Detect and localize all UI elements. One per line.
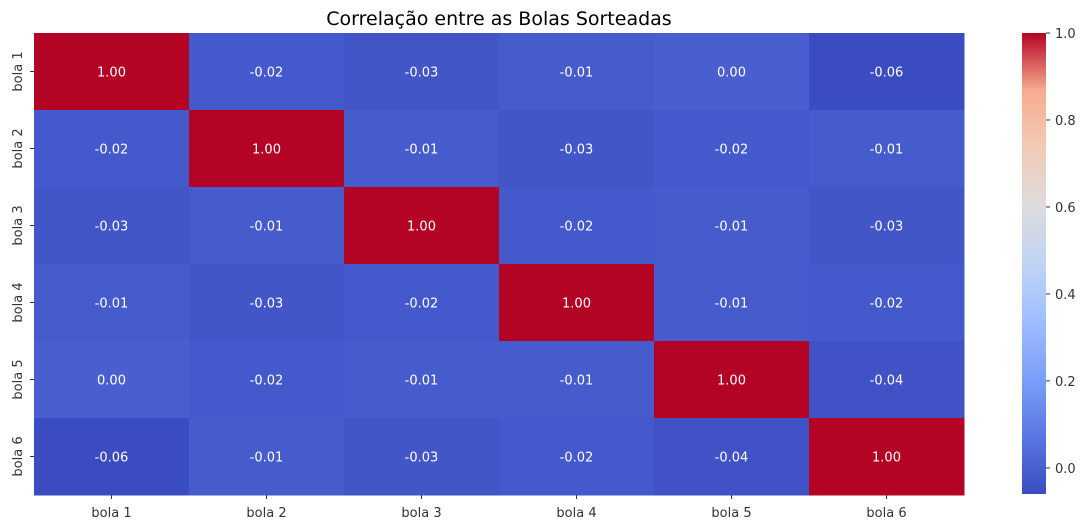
cell-label: -0.03 [560, 143, 594, 158]
x-tick-label: bola 3 [401, 506, 441, 521]
y-axis: bola 1 bola 2 bola 3 bola 4 bola 5 bola 6 [11, 51, 34, 477]
heatmap-cell [809, 264, 965, 342]
cell-label: -0.01 [560, 374, 594, 389]
heatmap-cell [809, 33, 965, 111]
heatmap-cell [654, 110, 810, 188]
cell-label: -0.02 [715, 143, 749, 158]
cell-label: -0.02 [870, 297, 904, 312]
heatmap-cell [809, 341, 965, 419]
heatmap-cell [34, 341, 190, 419]
cell-label: -0.03 [870, 220, 904, 235]
cell-label: -0.01 [715, 220, 749, 235]
cell-label: -0.02 [95, 143, 129, 158]
heatmap-cell [344, 264, 500, 342]
heatmap-cell [189, 418, 345, 496]
heatmap-cell [189, 264, 345, 342]
heatmap-cell [189, 341, 345, 419]
cell-label: -0.01 [95, 297, 129, 312]
cell-label: -0.01 [405, 374, 439, 389]
colorbar-gradient [1022, 33, 1046, 494]
heatmap-cell [499, 264, 655, 342]
colorbar-tick-label: 0.2 [1055, 375, 1076, 390]
heatmap-cell [189, 187, 345, 265]
cell-label: -0.02 [405, 297, 439, 312]
cell-label: 1.00 [252, 143, 281, 158]
cell-label: -0.04 [870, 374, 904, 389]
cell-label: 0.00 [97, 374, 126, 389]
y-tick-label: bola 6 [11, 436, 26, 476]
cell-label: -0.02 [250, 66, 284, 81]
heatmap-cell [344, 33, 500, 111]
cell-label: -0.06 [870, 66, 904, 81]
cell-label: 1.00 [872, 451, 901, 466]
heatmap-cell [499, 33, 655, 111]
heatmap-cell [34, 418, 190, 496]
cell-label: -0.01 [250, 451, 284, 466]
x-tick-label: bola 2 [246, 506, 286, 521]
heatmap-cell [809, 187, 965, 265]
heatmap-cell [654, 187, 810, 265]
y-tick-label: bola 1 [11, 51, 26, 91]
heatmap-cells: 1.00 -0.02 -0.03 -0.01 0.00 -0.06 -0.02 1.00 -0.… [34, 33, 965, 496]
cell-label: -0.01 [405, 143, 439, 158]
heatmap-cell [499, 187, 655, 265]
cell-label: 1.00 [717, 374, 746, 389]
cell-label: -0.01 [560, 66, 594, 81]
colorbar-tick-label: 1.0 [1055, 27, 1076, 42]
heatmap-cell [809, 110, 965, 188]
cell-label: -0.04 [715, 451, 749, 466]
heatmap-cell [809, 418, 965, 496]
colorbar-tick-label: 0.0 [1055, 462, 1076, 477]
cell-label: -0.01 [715, 297, 749, 312]
heatmap-cell [654, 264, 810, 342]
cell-label: -0.06 [95, 451, 129, 466]
heatmap-cell [34, 264, 190, 342]
heatmap-cell [499, 418, 655, 496]
cell-label: -0.03 [405, 451, 439, 466]
colorbar-tick-label: 0.4 [1055, 288, 1076, 303]
heatmap-cell [189, 33, 345, 111]
cell-label: -0.02 [560, 220, 594, 235]
heatmap-cell [654, 33, 810, 111]
x-tick-label: bola 4 [556, 506, 596, 521]
y-tick-label: bola 5 [11, 359, 26, 399]
x-tick-label: bola 6 [866, 506, 906, 521]
y-tick-label: bola 2 [11, 128, 26, 168]
heatmap-cell [344, 341, 500, 419]
heatmap-cell [499, 341, 655, 419]
heatmap-cell [344, 110, 500, 188]
x-tick-label: bola 5 [711, 506, 751, 521]
cell-label: -0.02 [560, 451, 594, 466]
heatmap-cell [654, 341, 810, 419]
cell-label: -0.01 [250, 220, 284, 235]
cell-label: -0.03 [95, 220, 129, 235]
x-axis: bola 1 bola 2 bola 3 bola 4 bola 5 bola 6 [91, 495, 907, 521]
heatmap-cell [34, 110, 190, 188]
cell-label: -0.03 [250, 297, 284, 312]
cell-label: 1.00 [562, 297, 591, 312]
colorbar-tick-label: 0.6 [1055, 201, 1076, 216]
heatmap-cell [189, 110, 345, 188]
heatmap-cell [344, 418, 500, 496]
heatmap-cell [34, 33, 190, 111]
heatmap-cell [34, 187, 190, 265]
heatmap-cell [344, 187, 500, 265]
heatmap-cell [499, 110, 655, 188]
colorbar: 1.0 0.8 0.6 0.4 0.2 0.0 [1022, 27, 1076, 494]
chart-title: Correlação entre as Bolas Sorteadas [326, 8, 671, 30]
y-tick-label: bola 3 [11, 205, 26, 245]
cell-label: 1.00 [97, 66, 126, 81]
colorbar-tick-label: 0.8 [1055, 114, 1076, 129]
heatmap-cell [654, 418, 810, 496]
x-tick-label: bola 1 [91, 506, 131, 521]
cell-label: 0.00 [717, 66, 746, 81]
y-tick-label: bola 4 [11, 282, 26, 322]
cell-label: -0.01 [870, 143, 904, 158]
cell-label: -0.02 [250, 374, 284, 389]
cell-label: 1.00 [407, 220, 436, 235]
cell-label: -0.03 [405, 66, 439, 81]
